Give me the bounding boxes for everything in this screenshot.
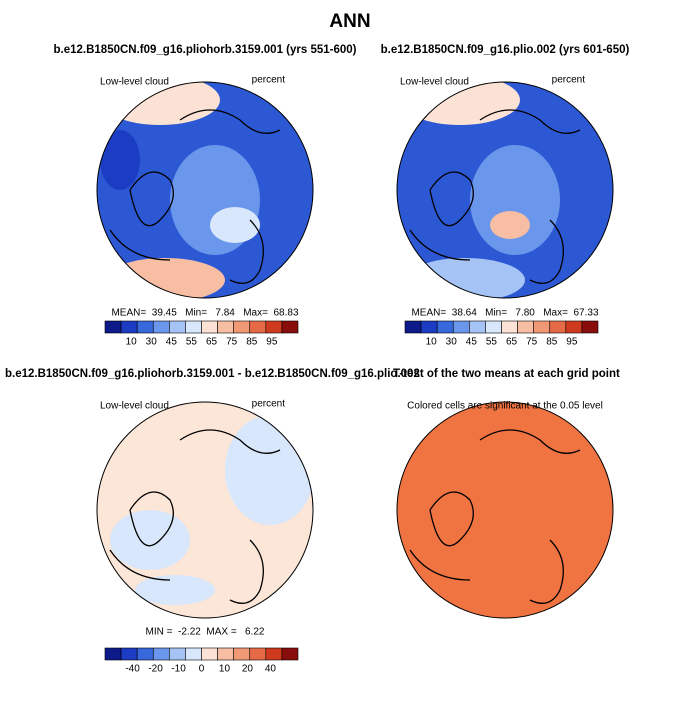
- stats: MEAN= 38.64 Min= 7.80 Max= 67.33: [411, 308, 598, 319]
- colorbar-box: [249, 320, 267, 334]
- colorbar-label: -40: [125, 664, 140, 675]
- map-border: [396, 81, 614, 299]
- panel-title: b.e12.B1850CN.f09_g16.pliohorb.3159.001 …: [54, 44, 357, 56]
- map-border: [396, 401, 614, 619]
- colorbar-box: [233, 647, 251, 661]
- panel-title: T-test of the two means at each grid poi…: [393, 368, 620, 380]
- colorbar-label: 30: [146, 337, 158, 348]
- colorbar-box: [136, 320, 154, 334]
- colorbar-box: [249, 647, 267, 661]
- colorbar-box: [233, 320, 251, 334]
- panel-title: b.e12.B1850CN.f09_g16.plio.002 (yrs 601-…: [381, 44, 630, 56]
- colorbar-box: [420, 320, 438, 334]
- map: [97, 402, 313, 618]
- colorbar-label: -10: [171, 664, 186, 675]
- colorbar-box: [485, 320, 502, 334]
- colorbar-label: -20: [148, 664, 163, 675]
- colorbar-label: 55: [186, 337, 198, 348]
- colorbar-label: 45: [466, 337, 478, 348]
- colorbar-label: 95: [266, 337, 278, 348]
- colorbar-box: [549, 320, 567, 334]
- units-label: percent: [252, 399, 286, 410]
- colorbar-box: [469, 320, 486, 334]
- left-label: Low-level cloud: [100, 401, 169, 412]
- colorbar-label: 10: [219, 664, 231, 675]
- map-border: [96, 81, 314, 299]
- colorbar-label: 75: [226, 337, 238, 348]
- left-label: Low-level cloud: [100, 77, 169, 88]
- colorbar-box: [533, 320, 551, 334]
- map-border: [96, 401, 314, 619]
- left-label: Low-level cloud: [400, 77, 469, 88]
- colorbar-box: [136, 647, 154, 661]
- colorbar-label: 30: [446, 337, 458, 348]
- colorbar-box: [281, 320, 299, 334]
- colorbar-box: [565, 320, 583, 334]
- colorbar-box: [104, 647, 122, 661]
- colorbar-box: [120, 320, 138, 334]
- colorbar-box: [265, 647, 283, 661]
- figure-title: ANN: [329, 11, 370, 32]
- map: [397, 82, 613, 298]
- colorbar-label: 65: [206, 337, 218, 348]
- colorbar-label: 40: [265, 664, 277, 675]
- map: [397, 402, 613, 618]
- colorbar-label: 55: [486, 337, 498, 348]
- colorbar-box: [185, 647, 202, 661]
- units-label: percent: [252, 75, 286, 86]
- colorbar-label: 75: [526, 337, 538, 348]
- colorbar-box: [404, 320, 422, 334]
- colorbar-label: 85: [246, 337, 258, 348]
- colorbar-label: 0: [199, 664, 205, 675]
- colorbar-box: [581, 320, 599, 334]
- colorbar-box: [104, 320, 122, 334]
- colorbar-box: [436, 320, 454, 334]
- colorbar-label: 65: [506, 337, 518, 348]
- stats: MEAN= 39.45 Min= 7.84 Max= 68.83: [111, 308, 298, 319]
- left-label: Colored cells are significant at the 0.0…: [407, 401, 603, 412]
- colorbar-label: 45: [166, 337, 178, 348]
- colorbar-box: [120, 647, 138, 661]
- colorbar-box: [517, 320, 534, 334]
- colorbar-box: [217, 320, 234, 334]
- colorbar-box: [201, 647, 218, 661]
- colorbar-label: 95: [566, 337, 578, 348]
- units-label: percent: [552, 75, 586, 86]
- colorbar-box: [501, 320, 518, 334]
- panel-title: b.e12.B1850CN.f09_g16.pliohorb.3159.001 …: [5, 368, 420, 380]
- colorbar-box: [152, 320, 170, 334]
- colorbar-box: [169, 320, 186, 334]
- colorbar-box: [452, 320, 470, 334]
- colorbar-box: [217, 647, 234, 661]
- colorbar-label: 20: [242, 664, 254, 675]
- map: [97, 82, 313, 298]
- colorbar-box: [281, 647, 299, 661]
- stats: MIN = -2.22 MAX = 6.22: [146, 627, 265, 638]
- colorbar-box: [185, 320, 202, 334]
- colorbar-label: 10: [126, 337, 138, 348]
- colorbar-box: [169, 647, 186, 661]
- colorbar-box: [152, 647, 170, 661]
- colorbar-label: 10: [426, 337, 438, 348]
- colorbar-box: [201, 320, 218, 334]
- colorbar-label: 85: [546, 337, 558, 348]
- colorbar-box: [265, 320, 283, 334]
